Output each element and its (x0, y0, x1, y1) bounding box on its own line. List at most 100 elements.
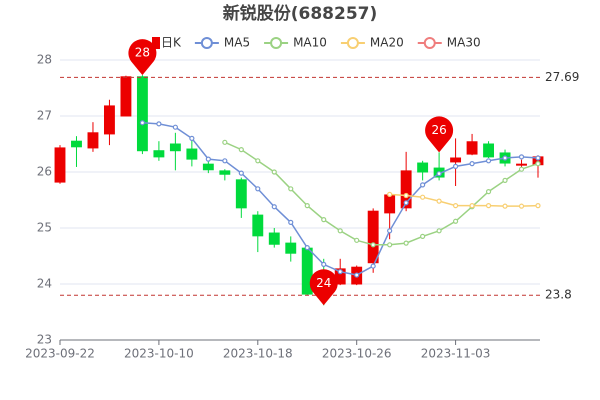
ma-point (304, 203, 310, 209)
legend-label: MA20 (370, 36, 404, 50)
legend-item: 日K (152, 36, 182, 50)
ma-point (337, 228, 343, 234)
legend-icon (200, 37, 213, 49)
y-tick-label: 27 (37, 109, 52, 123)
candle-body (450, 157, 462, 163)
ma-point (502, 155, 508, 161)
ma-point (354, 272, 360, 278)
candle-body (54, 147, 66, 183)
ma-point (238, 170, 244, 176)
ma-point (156, 121, 162, 127)
ma-point (403, 240, 409, 246)
ma-point (321, 261, 327, 267)
ma-line (389, 193, 539, 207)
ma-point (387, 228, 393, 234)
candle-body (136, 76, 148, 152)
ma-point (139, 120, 146, 126)
ma-point (387, 242, 393, 248)
ma-point (288, 219, 294, 225)
ma-point (420, 194, 426, 200)
ma-point (370, 242, 376, 248)
candle-body (367, 210, 379, 264)
ma-point (403, 200, 409, 206)
ma-point (452, 218, 459, 224)
mark-pin-label: 26 (431, 123, 446, 137)
legend-item: MA10 (264, 36, 327, 50)
candle-body (400, 170, 412, 209)
mark-pin (128, 39, 157, 76)
ma-point (469, 203, 475, 209)
ma-point (436, 228, 442, 234)
candle-body (169, 143, 181, 152)
ma-point (420, 233, 426, 239)
legend-icon (152, 37, 160, 49)
x-tick-label: 2023-09-22 (25, 347, 95, 361)
ma-line (142, 121, 539, 276)
ma-point (452, 163, 459, 169)
legend-label: MA10 (293, 36, 327, 50)
y-tick-label: 28 (37, 53, 52, 67)
legend-item: MA30 (417, 36, 481, 50)
ma-point (205, 156, 211, 162)
ma-point (518, 166, 525, 172)
ma-point (535, 203, 541, 209)
chart-title: 新锐股份(688257) (223, 3, 378, 24)
mark-pin-label: 24 (316, 276, 331, 290)
ma-point (485, 189, 492, 195)
x-tick-label: 2023-10-10 (124, 347, 194, 361)
candle-body (202, 163, 214, 171)
x-tick-label: 2023-10-18 (223, 347, 293, 361)
ma-point (238, 147, 244, 153)
ma-point (321, 217, 327, 223)
legend-label: MA30 (447, 36, 481, 50)
candle-body (466, 141, 478, 155)
candle-body (285, 242, 297, 254)
legend-item: MA20 (340, 36, 404, 50)
ma-point (255, 186, 261, 192)
ma-point (354, 237, 360, 243)
y-tick-label: 25 (37, 221, 52, 235)
ma-point (436, 171, 442, 177)
mark-line-label: 23.8 (545, 288, 572, 302)
candle-body (219, 170, 231, 175)
legend-item: MA5 (194, 36, 250, 50)
candle-body (87, 132, 99, 149)
ma-point (502, 177, 508, 183)
candle-body (516, 163, 527, 166)
candle-body (153, 150, 165, 158)
mark-pin (309, 269, 338, 306)
candle-body (268, 232, 280, 245)
ma-point (485, 158, 492, 164)
ma-point (420, 182, 426, 188)
mark-pin (425, 116, 454, 153)
ma-point (485, 203, 492, 209)
ma-point (502, 203, 508, 209)
mark-pin-label: 28 (135, 46, 150, 60)
x-tick-label: 2023-11-03 (421, 347, 491, 361)
candle-body (186, 148, 198, 160)
ma-point (403, 192, 409, 199)
ma-point (189, 135, 195, 141)
candle-body (384, 194, 396, 214)
candle-body (104, 105, 115, 135)
candle-body (120, 76, 132, 117)
ma-point (535, 155, 541, 161)
ma-point (222, 158, 228, 164)
ma-point (337, 269, 343, 275)
ma-point (518, 203, 525, 209)
candle-body (71, 140, 82, 148)
candle-body (235, 179, 247, 209)
ma-point (535, 161, 541, 167)
ma-point (172, 124, 178, 130)
y-tick-label: 24 (37, 277, 52, 291)
ma-point (518, 154, 525, 160)
ma-point (255, 158, 261, 164)
ma-point (271, 169, 277, 175)
y-tick-label: 26 (37, 165, 52, 179)
legend-label: 日K (161, 36, 182, 50)
ma-point (222, 139, 228, 145)
ma-line (224, 141, 539, 246)
legend-icon (423, 37, 436, 49)
ma-point (370, 263, 376, 269)
